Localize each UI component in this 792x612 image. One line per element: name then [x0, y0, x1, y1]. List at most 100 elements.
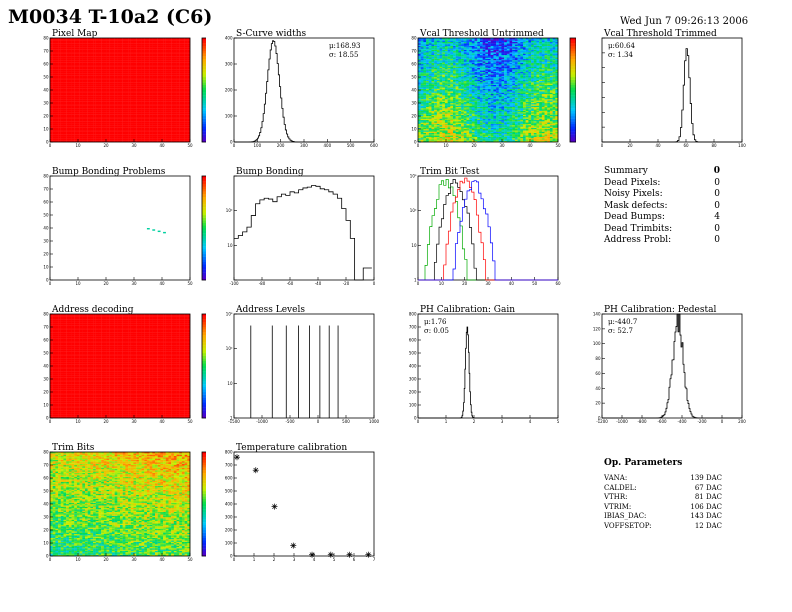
- x-tick-label: 5: [557, 419, 560, 424]
- x-tick-label: -40: [315, 281, 322, 286]
- colorbar-cell: [202, 470, 206, 473]
- colorbar-cell: [202, 74, 206, 78]
- temperature-point: [327, 551, 334, 558]
- y-tick-label: 300: [225, 515, 233, 520]
- colorbar-cell: [202, 334, 206, 338]
- y-tick-label: 40: [43, 502, 49, 507]
- y-tick-label: 0: [414, 416, 417, 421]
- x-tick-label: 40: [655, 143, 661, 148]
- colorbar-cell: [202, 261, 206, 265]
- colorbar-cell: [202, 48, 206, 52]
- y-tick-label: 800: [409, 312, 417, 317]
- x-tick-label: 1: [445, 419, 448, 424]
- y-tick-label: 40: [411, 88, 417, 93]
- x-tick-label: 10: [75, 419, 81, 424]
- colorbar-cell: [202, 116, 206, 119]
- colorbar-cell: [202, 324, 206, 328]
- x-tick-label: 0: [233, 143, 236, 148]
- colorbar-cell: [570, 56, 576, 59]
- colorbar-cell: [202, 527, 206, 531]
- colorbar-cell: [202, 82, 206, 85]
- colorbar-cell: [570, 77, 576, 80]
- colorbar-cell: [202, 254, 206, 257]
- x-tick-label: 4: [529, 419, 532, 424]
- colorbar-cell: [570, 95, 576, 98]
- y-tick-label: 20: [43, 252, 49, 257]
- colorbar-cell: [202, 540, 206, 544]
- colorbar-cell: [202, 379, 206, 382]
- y-tick-label: 0: [230, 554, 233, 559]
- y-tick-label: 100: [225, 114, 233, 119]
- summary-label: Dead Pixels:: [604, 177, 661, 188]
- x-tick-label: 30: [499, 143, 505, 148]
- colorbar-cell: [202, 548, 206, 551]
- colorbar-cell: [570, 48, 576, 52]
- plot-frame: [233, 313, 375, 419]
- colorbar-cell: [202, 225, 206, 229]
- x-tick-label: 1000: [369, 419, 380, 424]
- colorbar-cell: [202, 51, 206, 54]
- colorbar-cell: [202, 207, 206, 210]
- x-tick-label: 200: [738, 419, 746, 424]
- panel-title-pixel-map: Pixel Map: [52, 29, 98, 39]
- x-tick-label: -80: [259, 281, 266, 286]
- heatmap-cells: [146, 228, 166, 234]
- y-tick-label: 300: [409, 377, 417, 382]
- colorbar-cell: [202, 217, 206, 221]
- x-tick-label: -20: [343, 281, 350, 286]
- x-tick-label: 0: [49, 557, 52, 562]
- panel-title-address-decoding: Address decoding: [52, 305, 134, 315]
- x-tick-label: -600: [657, 419, 667, 424]
- y-tick-label: 10: [43, 127, 49, 132]
- y-tick-label: 70: [411, 49, 417, 54]
- panel-title-vcal-untrimmed: Vcal Threshold Untrimmed: [420, 29, 544, 39]
- colorbar-cell: [202, 407, 206, 411]
- panel-title-s-curve-widths: S-Curve widths: [236, 29, 307, 39]
- y-tick-label: 20: [43, 390, 49, 395]
- plot-frame: [233, 451, 375, 557]
- colorbar-cell: [202, 530, 206, 533]
- colorbar-cell: [202, 358, 206, 361]
- summary-label: Dead Trimbits:: [604, 223, 673, 234]
- colorbar-cell: [202, 92, 206, 96]
- colorbar-cell: [202, 178, 206, 182]
- colorbar-cell: [570, 58, 576, 62]
- colorbar-cell: [202, 243, 206, 247]
- y-tick-label: 80: [43, 174, 49, 179]
- colorbar-cell: [202, 131, 206, 135]
- ph-pedestal-chart: -1200 -1000 -800 -600 -400 -200 0 200 0 20 40 60 80 1…: [593, 312, 746, 424]
- x-tick-label: 40: [159, 419, 165, 424]
- x-tick-label: 30: [131, 557, 137, 562]
- summary-value: 0: [714, 235, 720, 245]
- x-tick-label: 50: [555, 143, 561, 148]
- x-tick-label: 500: [342, 419, 350, 424]
- x-tick-label: 0: [233, 557, 236, 562]
- colorbar-cell: [570, 82, 576, 85]
- op-parameter-value: 139 DAC: [690, 474, 722, 482]
- y-tick-label: 80: [43, 312, 49, 317]
- colorbar-cell: [202, 126, 206, 130]
- summary-row: Dead Trimbits: 0: [604, 224, 720, 236]
- x-tick-label: 50: [187, 419, 193, 424]
- colorbar-frame: [201, 37, 206, 143]
- colorbar-cell: [570, 90, 576, 93]
- colorbar-cell: [570, 126, 576, 130]
- colorbar-cell: [202, 517, 206, 520]
- x-tick-label: 40: [159, 143, 165, 148]
- y-tick-label: 30: [43, 101, 49, 106]
- x-tick-label: 0: [417, 143, 420, 148]
- summary-value: 0: [714, 200, 720, 211]
- x-tick-label: 10: [75, 143, 81, 148]
- op-parameter-value: 106 DAC: [690, 502, 722, 511]
- colorbar-cell: [202, 230, 206, 234]
- x-tick-label: -200: [697, 419, 707, 424]
- colorbar-cell: [202, 222, 206, 226]
- y-tick-label: 40: [43, 88, 49, 93]
- x-tick-label: 80: [711, 143, 717, 148]
- plot-frame: [233, 175, 375, 281]
- colorbar-cell: [202, 61, 206, 65]
- colorbar-cell: [202, 228, 206, 231]
- x-tick-label: 30: [131, 281, 137, 286]
- colorbar-cell: [202, 392, 206, 395]
- x-tick-label: 0: [317, 419, 320, 424]
